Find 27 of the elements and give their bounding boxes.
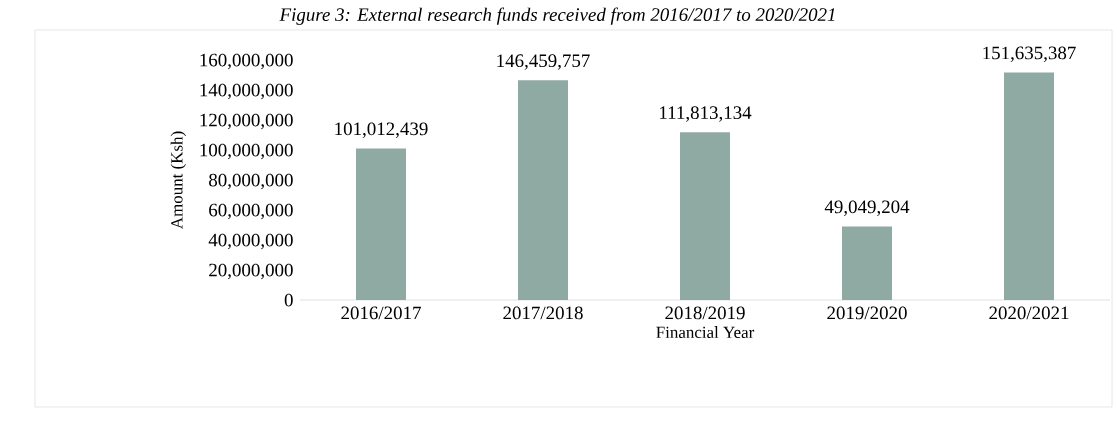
y-tick-label: 140,000,000 (200, 83, 293, 100)
bar (518, 80, 568, 300)
data-label: 151,635,387 (983, 46, 1076, 63)
y-tick-label: 20,000,000 (209, 263, 293, 280)
y-tick-label: 80,000,000 (209, 173, 293, 190)
x-tick-label: 2019/2020 (827, 306, 907, 320)
bar (842, 226, 893, 300)
bar (356, 148, 406, 300)
x-tick-label: 2020/2021 (989, 306, 1069, 320)
data-label: 101,012,439 (335, 122, 428, 138)
x-tick-label: 2016/2017 (341, 306, 421, 320)
data-label: 146,459,757 (497, 54, 590, 70)
y-tick-label: 40,000,000 (208, 233, 293, 250)
y-tick-label: 160,000,000 (200, 53, 293, 70)
y-tick-label: 0 (284, 293, 293, 307)
x-tick-label: 2017/2018 (503, 306, 583, 320)
y-axis-title: Amount (Ksh) (170, 131, 187, 229)
x-axis-title: Financial Year (656, 326, 755, 339)
data-label: 49,049,204 (824, 200, 910, 216)
data-label: 111,813,134 (660, 106, 752, 122)
y-tick-label: 60,000,000 (209, 203, 293, 220)
chart-title: Figure 3: External research funds received from 2016/2017 to 2020/2021 (279, 7, 835, 25)
bar (680, 132, 731, 300)
x-tick-label: 2018/2019 (665, 306, 745, 320)
y-tick-label: 120,000,000 (200, 113, 293, 130)
y-tick-label: 100,000,000 (200, 143, 293, 160)
bar (1004, 72, 1055, 300)
